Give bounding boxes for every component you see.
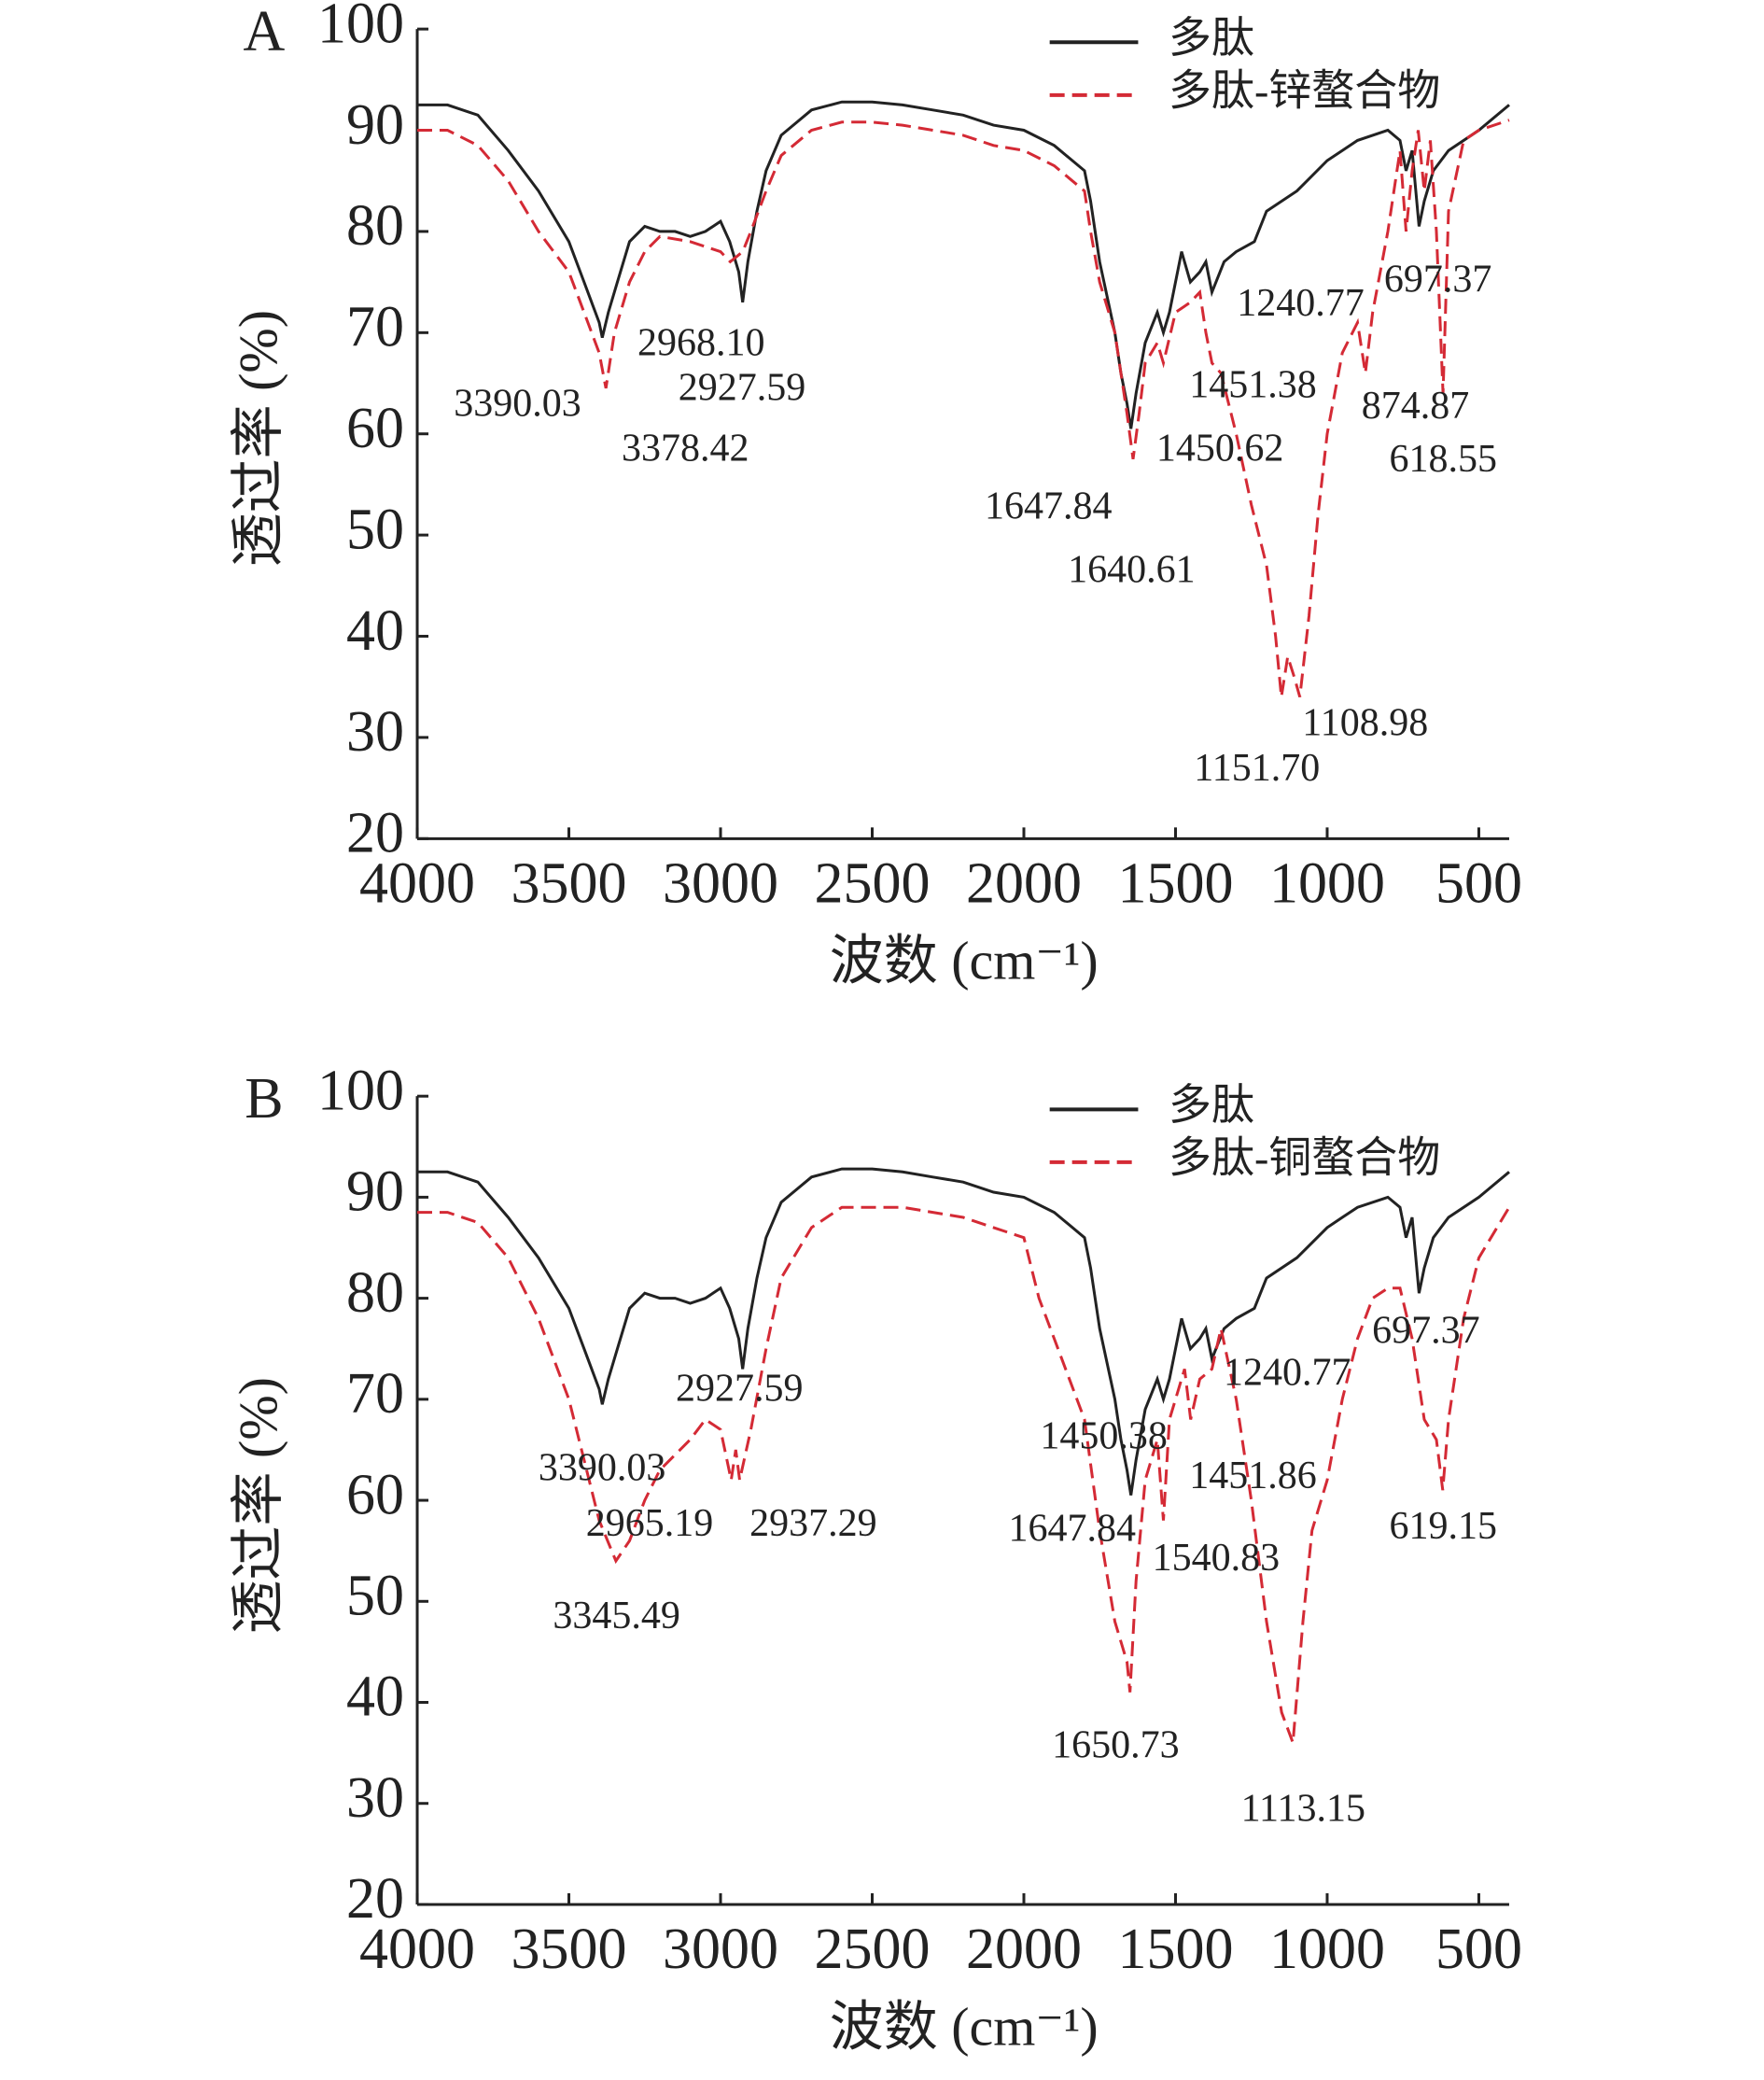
legend-label: 多肽: [1169, 1081, 1254, 1129]
peak-label: 619.15: [1389, 1505, 1497, 1548]
x-tick-label: 1000: [1269, 852, 1385, 916]
peak-label: 1113.15: [1241, 1788, 1365, 1831]
peak-label: 1108.98: [1302, 702, 1428, 745]
y-tick-label: 20: [346, 1867, 404, 1931]
y-axis-label: 透过率 (%): [228, 1377, 288, 1634]
x-tick-label: 2500: [815, 852, 931, 916]
x-tick-label: 1500: [1117, 852, 1233, 916]
x-axis-label: 波数 (cm⁻¹): [830, 931, 1099, 991]
y-tick-label: 90: [346, 1160, 404, 1224]
x-tick-label: 1000: [1269, 1918, 1385, 1981]
peak-label: 3390.03: [539, 1447, 666, 1490]
peak-label: 1647.84: [985, 485, 1113, 528]
peak-label: 2965.19: [586, 1502, 714, 1545]
peak-label: 3378.42: [622, 427, 749, 470]
x-tick-label: 2000: [966, 1918, 1082, 1981]
y-tick-label: 100: [317, 1059, 404, 1122]
y-axis-label: 透过率 (%): [228, 310, 288, 567]
x-axis-label: 波数 (cm⁻¹): [830, 1996, 1099, 2057]
y-tick-label: 40: [346, 1665, 404, 1729]
peak-label: 1540.83: [1153, 1537, 1281, 1580]
peak-label: 874.87: [1362, 385, 1470, 428]
x-tick-label: 3500: [511, 1918, 627, 1981]
peak-label: 1151.70: [1194, 747, 1320, 790]
peak-label: 1647.84: [1008, 1508, 1136, 1551]
x-tick-label: 500: [1435, 1918, 1522, 1981]
peak-label: 618.55: [1389, 438, 1497, 481]
y-tick-label: 30: [346, 700, 404, 764]
peak-label: 1240.77: [1224, 1352, 1351, 1395]
series-line: [417, 100, 1510, 429]
legend-label: 多肽-锌螯合物: [1169, 66, 1440, 114]
y-tick-label: 70: [346, 1362, 404, 1426]
peak-label: 1450.62: [1156, 427, 1284, 470]
y-tick-label: 90: [346, 93, 404, 157]
peak-label: 2937.29: [749, 1502, 877, 1545]
peak-label: 1240.77: [1237, 282, 1365, 325]
peak-label: 1451.86: [1189, 1455, 1317, 1497]
panel-label: B: [245, 1067, 283, 1131]
legend-label: 多肽: [1169, 14, 1254, 62]
peak-label: 1640.61: [1068, 549, 1196, 592]
x-tick-label: 3500: [511, 852, 627, 916]
x-tick-label: 500: [1435, 852, 1522, 916]
peak-label: 697.37: [1384, 258, 1492, 301]
y-tick-label: 80: [346, 1261, 404, 1325]
y-tick-label: 50: [346, 1565, 404, 1628]
x-tick-label: 1500: [1117, 1918, 1233, 1981]
peak-label: 2927.59: [676, 1368, 804, 1411]
y-tick-label: 100: [317, 0, 404, 55]
peak-label: 2927.59: [679, 366, 806, 409]
x-tick-label: 2500: [815, 1918, 931, 1981]
panel-label: A: [244, 0, 286, 63]
y-tick-label: 60: [346, 1463, 404, 1526]
peak-label: 1450.38: [1040, 1415, 1168, 1458]
y-tick-label: 70: [346, 296, 404, 359]
y-tick-label: 60: [346, 397, 404, 460]
y-tick-label: 20: [346, 802, 404, 865]
x-tick-label: 3000: [663, 852, 778, 916]
x-tick-label: 4000: [359, 852, 475, 916]
y-tick-label: 30: [346, 1766, 404, 1830]
peak-label: 1650.73: [1052, 1724, 1180, 1767]
series-line: [417, 1167, 1510, 1496]
series-line: [417, 1205, 1511, 1744]
peak-label: 3390.03: [454, 382, 581, 425]
legend-label: 多肽-铜螯合物: [1169, 1133, 1440, 1181]
x-tick-label: 4000: [359, 1918, 475, 1981]
y-tick-label: 50: [346, 498, 404, 561]
peak-label: 697.37: [1372, 1309, 1480, 1352]
peak-label: 3345.49: [553, 1595, 680, 1637]
y-tick-label: 40: [346, 599, 404, 663]
peak-label: 1451.38: [1189, 364, 1317, 407]
y-tick-label: 80: [346, 194, 404, 258]
x-tick-label: 3000: [663, 1918, 778, 1981]
x-tick-label: 2000: [966, 852, 1082, 916]
series-line: [417, 119, 1510, 698]
peak-label: 2968.10: [637, 321, 765, 364]
